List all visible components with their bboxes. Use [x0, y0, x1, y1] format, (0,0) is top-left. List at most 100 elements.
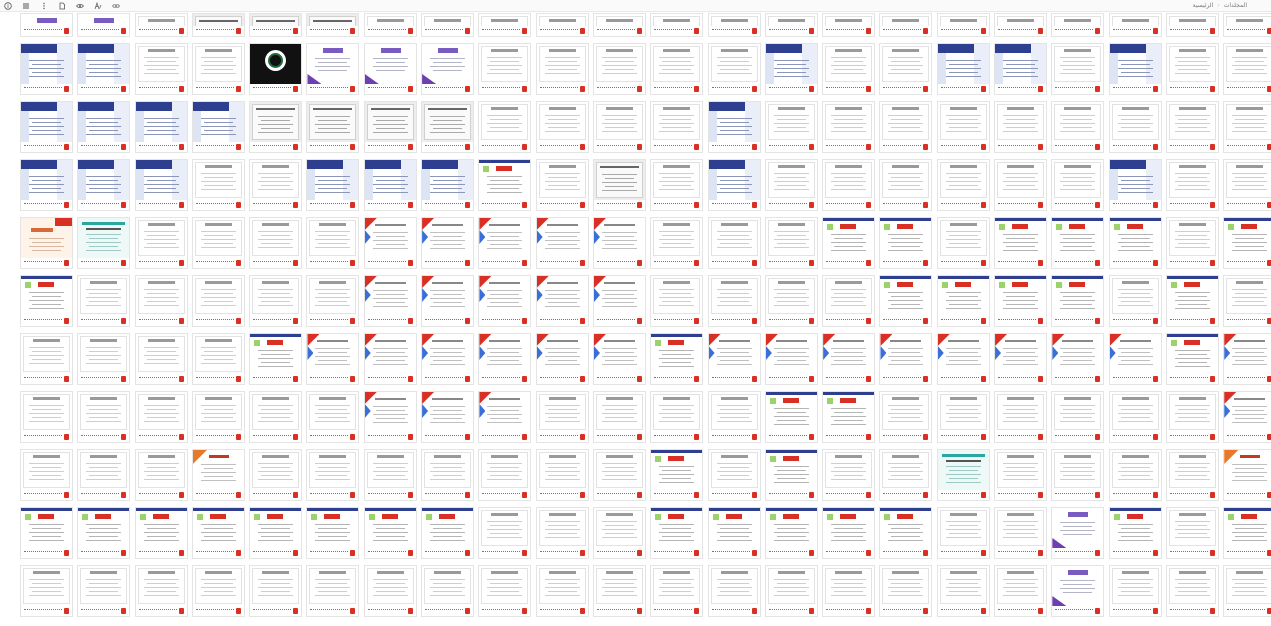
file-tile[interactable]	[249, 507, 303, 559]
file-tile[interactable]	[134, 13, 188, 37]
file-tile[interactable]	[650, 101, 704, 153]
file-tile[interactable]	[535, 159, 589, 211]
file-tile[interactable]	[191, 101, 245, 153]
file-tile[interactable]	[1223, 13, 1271, 37]
file-tile[interactable]	[879, 391, 933, 443]
file-tile[interactable]	[764, 159, 818, 211]
file-tile[interactable]	[134, 217, 188, 269]
file-tile[interactable]	[535, 13, 589, 37]
file-tile[interactable]	[478, 275, 532, 327]
file-tile[interactable]	[592, 43, 646, 95]
file-tile[interactable]	[478, 101, 532, 153]
file-tile[interactable]	[1051, 391, 1105, 443]
eye-icon[interactable]	[75, 1, 84, 10]
file-tile[interactable]	[994, 449, 1048, 501]
file-tile[interactable]	[879, 13, 933, 37]
file-tile[interactable]	[994, 565, 1048, 617]
file-tile[interactable]	[20, 391, 73, 443]
info-icon[interactable]	[3, 1, 12, 10]
file-tile[interactable]	[994, 507, 1048, 559]
file-tile[interactable]	[249, 391, 303, 443]
file-tile[interactable]	[421, 217, 475, 269]
file-tile[interactable]	[1165, 275, 1219, 327]
file-tile[interactable]	[249, 449, 303, 501]
file-tile[interactable]	[306, 101, 360, 153]
file-tile[interactable]	[77, 507, 131, 559]
file-tile[interactable]	[20, 13, 73, 37]
file-tile[interactable]	[421, 449, 475, 501]
file-tile[interactable]	[249, 159, 303, 211]
file-tile[interactable]	[1165, 43, 1219, 95]
file-tile[interactable]	[306, 391, 360, 443]
file-tile[interactable]	[707, 275, 761, 327]
file-tile[interactable]	[535, 43, 589, 95]
file-tile[interactable]	[1165, 159, 1219, 211]
file-tile[interactable]	[1165, 13, 1219, 37]
file-tile[interactable]	[936, 217, 990, 269]
file-tile[interactable]	[306, 275, 360, 327]
file-tile[interactable]	[77, 217, 131, 269]
file-tile[interactable]	[822, 159, 876, 211]
file-tile[interactable]	[1108, 565, 1162, 617]
file-tile[interactable]	[1223, 217, 1271, 269]
file-tile[interactable]	[134, 333, 188, 385]
file-tile[interactable]	[191, 159, 245, 211]
file-tile[interactable]	[1051, 565, 1105, 617]
file-tile[interactable]	[764, 333, 818, 385]
file-tile[interactable]	[1223, 565, 1271, 617]
file-tile[interactable]	[77, 391, 131, 443]
file-tile[interactable]	[936, 333, 990, 385]
file-tile[interactable]	[650, 13, 704, 37]
file-tile[interactable]	[535, 333, 589, 385]
file-tile[interactable]	[879, 565, 933, 617]
file-tile[interactable]	[650, 565, 704, 617]
file-tile[interactable]	[20, 43, 73, 95]
file-tile[interactable]	[421, 43, 475, 95]
file-tile[interactable]	[1108, 391, 1162, 443]
file-tile[interactable]	[191, 43, 245, 95]
file-tile[interactable]	[994, 391, 1048, 443]
file-tile[interactable]	[994, 275, 1048, 327]
file-tile[interactable]	[363, 13, 417, 37]
file-tile[interactable]	[77, 565, 131, 617]
file-tile[interactable]	[77, 13, 131, 37]
file-tile[interactable]	[478, 13, 532, 37]
file-tile[interactable]	[535, 507, 589, 559]
file-tile[interactable]	[20, 101, 73, 153]
file-tile[interactable]	[478, 43, 532, 95]
file-tile[interactable]	[764, 101, 818, 153]
file-tile[interactable]	[191, 13, 245, 37]
file-tile[interactable]	[936, 43, 990, 95]
file-tile[interactable]	[822, 101, 876, 153]
file-tile[interactable]	[478, 507, 532, 559]
file-tile[interactable]	[592, 391, 646, 443]
file-tile[interactable]	[134, 43, 188, 95]
file-tile[interactable]	[1165, 391, 1219, 443]
file-tile[interactable]	[134, 507, 188, 559]
file-tile[interactable]	[191, 275, 245, 327]
file-tile[interactable]	[764, 217, 818, 269]
file-tile[interactable]	[1165, 507, 1219, 559]
file-tile[interactable]	[592, 13, 646, 37]
file-tile[interactable]	[20, 275, 73, 327]
file-tile[interactable]	[363, 43, 417, 95]
file-tile[interactable]	[650, 217, 704, 269]
file-tile[interactable]	[1108, 507, 1162, 559]
file-icon[interactable]	[57, 1, 66, 10]
file-tile[interactable]	[306, 13, 360, 37]
file-tile[interactable]	[1223, 43, 1271, 95]
breadcrumb-item[interactable]: المجلدات	[1223, 2, 1247, 9]
file-tile[interactable]	[879, 449, 933, 501]
file-tile[interactable]	[879, 159, 933, 211]
file-tile[interactable]	[421, 13, 475, 37]
file-tile[interactable]	[822, 275, 876, 327]
file-tile[interactable]	[592, 507, 646, 559]
file-tile[interactable]	[1108, 449, 1162, 501]
file-tile[interactable]	[994, 101, 1048, 153]
file-tile[interactable]	[936, 391, 990, 443]
file-tile[interactable]	[879, 507, 933, 559]
file-tile[interactable]	[764, 449, 818, 501]
file-tile[interactable]	[191, 391, 245, 443]
file-tile[interactable]	[592, 159, 646, 211]
file-tile[interactable]	[249, 275, 303, 327]
